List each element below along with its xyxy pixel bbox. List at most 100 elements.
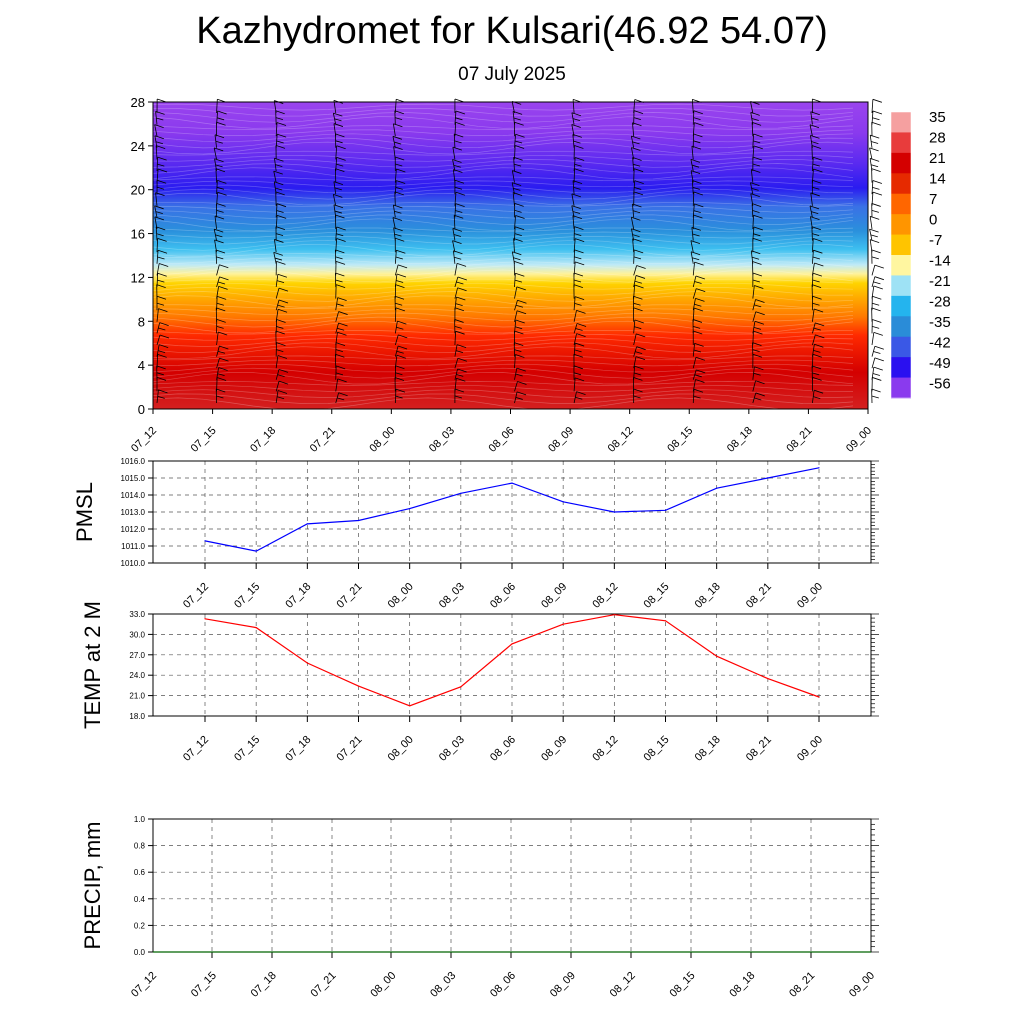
wind-barb-flag (752, 163, 760, 167)
wind-barb (275, 381, 280, 392)
colorbar-frame (890, 111, 912, 399)
wind-barb-flag (216, 326, 224, 329)
wind-barb-flag (335, 372, 344, 376)
wind-barb (692, 379, 696, 392)
wind-barb-flag (456, 281, 464, 285)
wind-barb-flag (216, 117, 225, 121)
wind-barb-flag (396, 350, 404, 354)
wind-barb (452, 169, 456, 183)
wind-barb (692, 275, 697, 288)
x-tick-label: 08_18 (693, 734, 723, 764)
contour-line (152, 235, 854, 245)
wind-barb-flag (278, 380, 289, 385)
wind-barb (216, 264, 220, 276)
wind-barb-flag (693, 140, 701, 144)
y-tick-label: 0 (138, 402, 145, 417)
wind-barb (513, 157, 515, 172)
wind-barb-flag (453, 164, 461, 168)
wind-barb-flag (157, 272, 167, 277)
wind-barb-flag (813, 396, 821, 399)
wind-barb-flag (216, 256, 224, 260)
wind-barb-flag (571, 193, 581, 198)
wind-barb-flag (872, 326, 880, 329)
wind-barb-flag (752, 203, 762, 207)
wind-barb-flag (690, 170, 701, 174)
wind-barb (156, 354, 159, 369)
wind-barb-flag (571, 124, 581, 128)
wind-barb (871, 180, 874, 195)
contour-line (152, 257, 854, 264)
wind-barb-flag (515, 354, 525, 358)
wind-barb-flag (335, 342, 346, 347)
wind-barb-flag (514, 203, 524, 207)
wind-barb-flag (692, 257, 700, 261)
wind-barb-flag (159, 322, 169, 326)
wind-barb (573, 238, 576, 253)
wind-barb (335, 145, 338, 160)
wind-barb-flag (154, 124, 164, 128)
wind-barb-flag (397, 345, 408, 350)
wind-barb-flag (634, 319, 644, 324)
x-tick-label: 08_15 (642, 581, 672, 611)
colorbar-label: 21 (929, 150, 946, 167)
wind-barb-flag (457, 357, 467, 362)
wind-barb-flag (693, 307, 704, 312)
wind-barb-flag (275, 110, 285, 115)
wind-barb (812, 334, 816, 346)
wind-barb-flag (395, 256, 403, 260)
wind-barb-flag (693, 191, 703, 196)
wind-barb-flag (335, 279, 343, 283)
wind-barb-flag (873, 281, 881, 285)
wind-barb-flag (690, 240, 701, 244)
wind-barb (810, 216, 813, 230)
wind-barb-flag (872, 110, 883, 115)
wind-barb-flag (455, 210, 463, 213)
wind-barb-flag (512, 170, 522, 174)
x-tick-label: 08_00 (368, 970, 398, 1000)
wind-barb (213, 147, 217, 160)
colorbar-segment (891, 377, 911, 399)
x-tick-label: 08_09 (539, 734, 569, 764)
x-tick-label: 08_03 (437, 734, 467, 764)
wind-barb-flag (273, 251, 283, 256)
wind-barb-flag (219, 345, 229, 350)
wind-barb-flag (753, 145, 764, 150)
wind-barb (216, 276, 220, 288)
wind-barb-flag (812, 377, 822, 381)
y-tick-label: 0.2 (134, 921, 146, 930)
wind-barb-flag (395, 372, 403, 376)
contour-line (152, 291, 854, 302)
wind-barb-flag (452, 146, 462, 151)
contour-line (152, 363, 854, 373)
wind-barb-flag (454, 256, 462, 260)
wind-barb-flag (573, 365, 584, 370)
x-tick-label: 07_18 (249, 970, 279, 1000)
wind-barb-flag (753, 326, 761, 330)
x-tick-label: 07_15 (232, 581, 262, 611)
wind-barb-flag (750, 112, 760, 116)
contour-line (152, 346, 854, 360)
wind-barb-flag (276, 140, 284, 144)
wind-barb-flag (573, 372, 582, 376)
wind-barb-flag (392, 135, 403, 140)
wind-barb-flag (634, 365, 644, 370)
wind-barb-flag (216, 377, 227, 381)
wind-barb-flag (514, 226, 525, 231)
wind-barb (155, 192, 158, 206)
wind-barb (752, 331, 754, 346)
wind-barb-flag (337, 378, 347, 383)
wind-barb-flag (690, 251, 701, 256)
wind-barb-flag (277, 273, 288, 278)
wind-barb-flag (572, 180, 583, 185)
x-tick-label: 08_09 (539, 581, 569, 611)
wind-barb-flag (813, 389, 824, 394)
wind-barb-flag (457, 368, 467, 373)
wind-barb-flag (336, 238, 346, 242)
wind-barb-flag (574, 303, 582, 306)
colorbar-label: 35 (929, 109, 946, 126)
wind-barb-flag (217, 110, 227, 115)
series-point (409, 508, 411, 510)
contour-line (152, 107, 854, 117)
wind-barb-flag (277, 374, 285, 377)
wind-barb (869, 147, 873, 160)
